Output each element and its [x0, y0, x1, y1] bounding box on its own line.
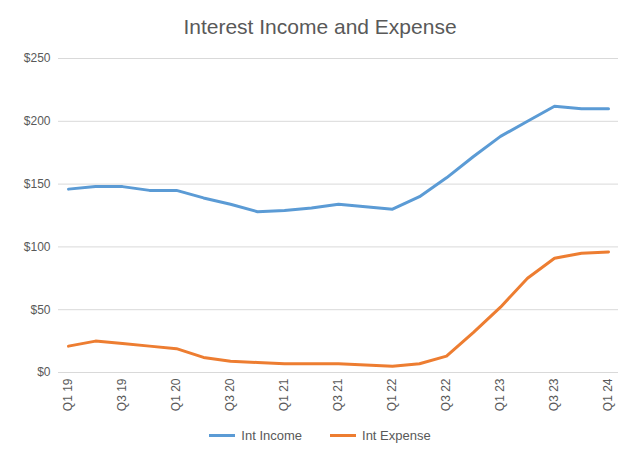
svg-text:Q1 19: Q1 19 [61, 378, 75, 411]
svg-text:Q3 21: Q3 21 [331, 378, 345, 411]
svg-text:Q3 19: Q3 19 [115, 378, 129, 411]
svg-text:$250: $250 [24, 51, 51, 65]
svg-text:Q1 22: Q1 22 [385, 378, 399, 411]
svg-text:Q3 20: Q3 20 [223, 378, 237, 411]
svg-text:Q3 22: Q3 22 [439, 378, 453, 411]
svg-text:Q1 23: Q1 23 [493, 378, 507, 411]
html-text:Int Income: Int Income [241, 428, 302, 443]
svg-text:$50: $50 [30, 303, 50, 317]
svg-text:Q1 21: Q1 21 [277, 378, 291, 411]
svg-text:Q1 24: Q1 24 [601, 378, 615, 411]
html-text:Interest Income and Expense: Interest Income and Expense [183, 15, 457, 38]
svg-text:Q3 23: Q3 23 [547, 378, 561, 411]
svg-text:$200: $200 [24, 114, 51, 128]
svg-text:$100: $100 [24, 240, 51, 254]
svg-text:Q1 20: Q1 20 [169, 378, 183, 411]
html-text:Int Expense: Int Expense [362, 428, 431, 443]
svg-text:$0: $0 [37, 365, 51, 379]
svg-text:$150: $150 [24, 177, 51, 191]
